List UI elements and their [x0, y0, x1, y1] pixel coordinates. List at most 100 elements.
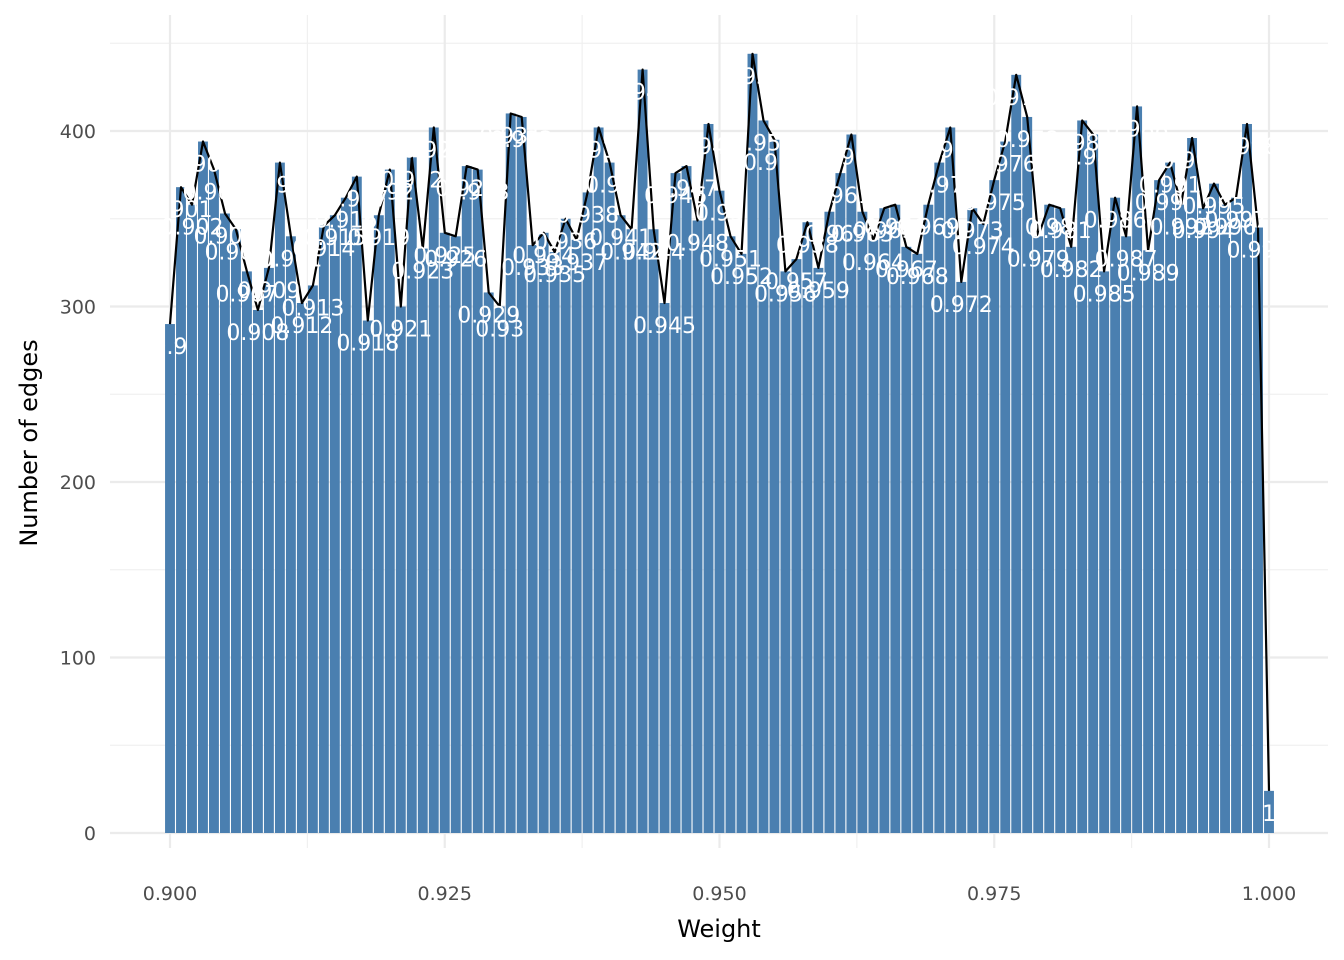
- bar-label: 0.956: [754, 282, 817, 307]
- bar: [835, 173, 846, 833]
- bar: [340, 197, 351, 833]
- bar-label: 0.959: [787, 279, 850, 304]
- bar-label: 0.9: [153, 335, 188, 360]
- bar: [1154, 180, 1165, 833]
- bar-label: 0.996: [1194, 216, 1257, 241]
- bar: [1077, 120, 1088, 834]
- bar: [769, 139, 780, 833]
- bar-label: 0.953: [721, 65, 784, 90]
- bar-label: 0.905: [193, 224, 256, 249]
- bar-label: 0.917: [325, 188, 388, 213]
- bar-label: 0.962: [820, 146, 883, 171]
- bar-label: 0.901: [149, 198, 212, 223]
- bar-label: 0.948: [666, 232, 729, 257]
- bar: [1165, 162, 1176, 834]
- bar-label: 0.988: [1106, 117, 1169, 142]
- bar: [296, 302, 307, 833]
- bar: [263, 267, 274, 833]
- bar: [187, 204, 197, 833]
- bar-label: 0.969: [897, 216, 960, 241]
- x-axis-tick-labels: 0.900 0.925 0.950 0.975 1.000: [143, 883, 1296, 905]
- bar-label: 0.982: [1040, 258, 1103, 283]
- bar: [527, 245, 538, 833]
- bar-label: 0.937: [545, 251, 608, 276]
- y-axis-title: Number of edges: [15, 339, 43, 546]
- bar-label: 0.997: [1205, 209, 1268, 234]
- bar-label: 0.924: [402, 138, 465, 163]
- bar-label: 0.955: [743, 151, 806, 176]
- y-tick-label: 400: [60, 121, 96, 143]
- bar: [373, 215, 384, 834]
- bar: [802, 222, 813, 833]
- bar-label: 0.942: [600, 240, 663, 265]
- bar: [714, 190, 725, 834]
- bar: [989, 180, 1000, 833]
- bar-label: 0.979: [1007, 247, 1070, 272]
- bar-label: 0.961: [809, 184, 872, 209]
- bar-label: 0.981: [1029, 219, 1092, 244]
- bar-label: 0.951: [699, 247, 762, 272]
- bar-label: 0.967: [875, 258, 938, 283]
- bar: [1000, 141, 1011, 833]
- bar-label: 0.928: [446, 181, 509, 206]
- x-tick-label: 0.950: [692, 883, 746, 905]
- bar: [516, 116, 527, 833]
- bar-label: 0.976: [974, 153, 1037, 178]
- bar-label: 0.914: [292, 237, 355, 262]
- bar-value-labels: 0.90.9010.9020.9030.9040.9050.9060.9070.…: [149, 65, 1289, 827]
- bar: [780, 271, 791, 833]
- bar: [604, 162, 615, 834]
- bar-label: 1: [1262, 802, 1276, 827]
- bar: [758, 120, 769, 834]
- bar-label: 0.925: [413, 244, 476, 269]
- bar: [1132, 106, 1143, 834]
- bar: [1110, 197, 1121, 833]
- y-tick-label: 200: [60, 472, 96, 494]
- bar: [176, 187, 186, 833]
- x-tick-label: 0.900: [143, 883, 197, 905]
- bar-label: 0.958: [776, 233, 839, 258]
- bar-label: 0.991: [1139, 174, 1202, 199]
- bar: [681, 166, 692, 834]
- bar: [945, 127, 956, 834]
- bar-label: 0.954: [732, 131, 795, 156]
- bar-label: 0.972: [930, 293, 993, 318]
- bar: [659, 302, 670, 833]
- bar: [274, 162, 285, 834]
- bar: [978, 224, 989, 833]
- bar: [450, 236, 461, 834]
- bar: [736, 253, 747, 834]
- bar-label: 0.916: [314, 209, 377, 234]
- x-tick-label: 0.925: [418, 883, 472, 905]
- bar-label: 0.944: [622, 240, 685, 265]
- bar-label: 0.915: [303, 226, 366, 251]
- bar-label: 0.963: [831, 223, 894, 248]
- bar: [1011, 74, 1022, 834]
- bar-label: 0.935: [523, 263, 586, 288]
- bar: [209, 169, 219, 834]
- bar-label: 0.98: [1025, 216, 1074, 241]
- bar: [626, 229, 637, 833]
- bar: [472, 169, 483, 834]
- bar: [923, 204, 934, 833]
- bar: [285, 236, 296, 834]
- bar: [406, 157, 417, 833]
- bar: [362, 320, 373, 833]
- bar: [505, 113, 516, 833]
- bar-label: 0.995: [1183, 195, 1246, 220]
- bar-label: 0.975: [963, 191, 1026, 216]
- bar-label: 0.994: [1172, 219, 1235, 244]
- bar: [1242, 123, 1252, 834]
- bar: [901, 246, 912, 833]
- bar-label: 0.921: [369, 318, 432, 343]
- bar-label: 0.929: [457, 303, 520, 328]
- bar-label: 0.945: [633, 314, 696, 339]
- y-tick-label: 300: [60, 297, 96, 319]
- bar: [351, 176, 362, 833]
- bar: [1209, 183, 1219, 833]
- bar: [220, 213, 230, 834]
- bar: [1176, 204, 1187, 833]
- bar: [560, 218, 571, 833]
- bar: [1187, 138, 1198, 833]
- bar-label: 0.938: [556, 203, 619, 228]
